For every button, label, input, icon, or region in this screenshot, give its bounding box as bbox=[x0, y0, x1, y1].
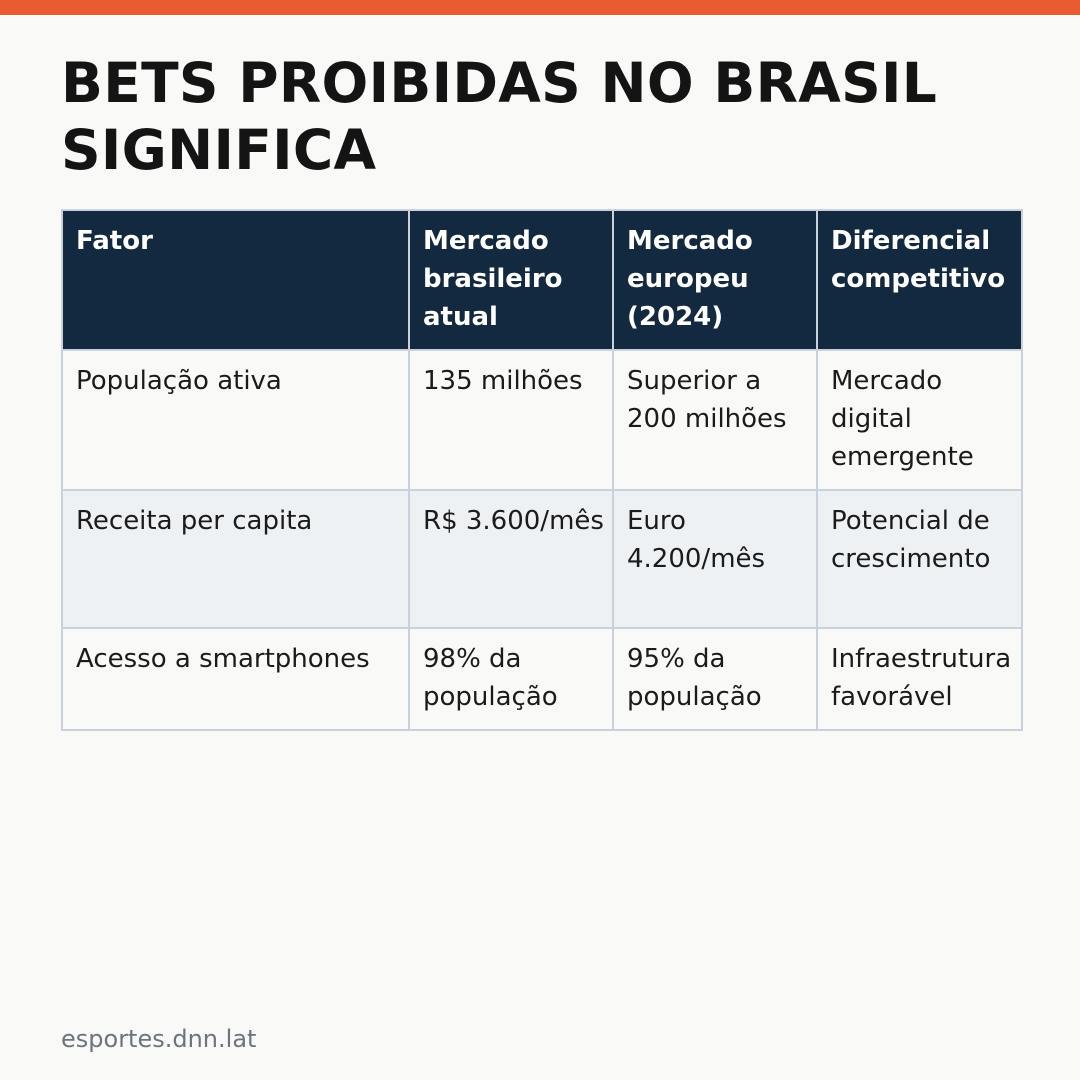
column-header-mercado-brasileiro: Mercado brasileiro atual bbox=[408, 209, 614, 351]
column-header-diferencial: Diferencial competitivo bbox=[816, 209, 1023, 351]
table-cell: Potencial de crescimento bbox=[816, 489, 1023, 629]
table-cell: R$ 3.600/mês bbox=[408, 489, 614, 629]
table-cell: 135 milhões bbox=[408, 349, 614, 491]
table-cell: 98% da população bbox=[408, 627, 614, 731]
table-cell: Mercado digital emergente bbox=[816, 349, 1023, 491]
accent-bar bbox=[0, 0, 1080, 15]
footer-domain: esportes.dnn.lat bbox=[61, 1025, 257, 1053]
column-header-fator: Fator bbox=[61, 209, 410, 351]
table-header-row: Fator Mercado brasileiro atual Mercado e… bbox=[61, 209, 1023, 351]
table-cell: Acesso a smartphones bbox=[61, 627, 410, 731]
comparison-table: Fator Mercado brasileiro atual Mercado e… bbox=[61, 209, 1023, 731]
table-row: Acesso a smartphones 98% da população 95… bbox=[61, 627, 1023, 731]
table-row: Receita per capita R$ 3.600/mês Euro 4.2… bbox=[61, 489, 1023, 629]
table-row: População ativa 135 milhões Superior a 2… bbox=[61, 349, 1023, 491]
column-header-mercado-europeu: Mercado europeu (2024) bbox=[612, 209, 818, 351]
table-cell: Receita per capita bbox=[61, 489, 410, 629]
page-title: BETS PROIBIDAS NO BRASIL SIGNIFICA bbox=[61, 51, 938, 182]
table-cell: 95% da população bbox=[612, 627, 818, 731]
table-cell: Infraestrutura favorável bbox=[816, 627, 1023, 731]
table-cell: Euro 4.200/mês bbox=[612, 489, 818, 629]
table-cell: População ativa bbox=[61, 349, 410, 491]
table-cell: Superior a 200 milhões bbox=[612, 349, 818, 491]
